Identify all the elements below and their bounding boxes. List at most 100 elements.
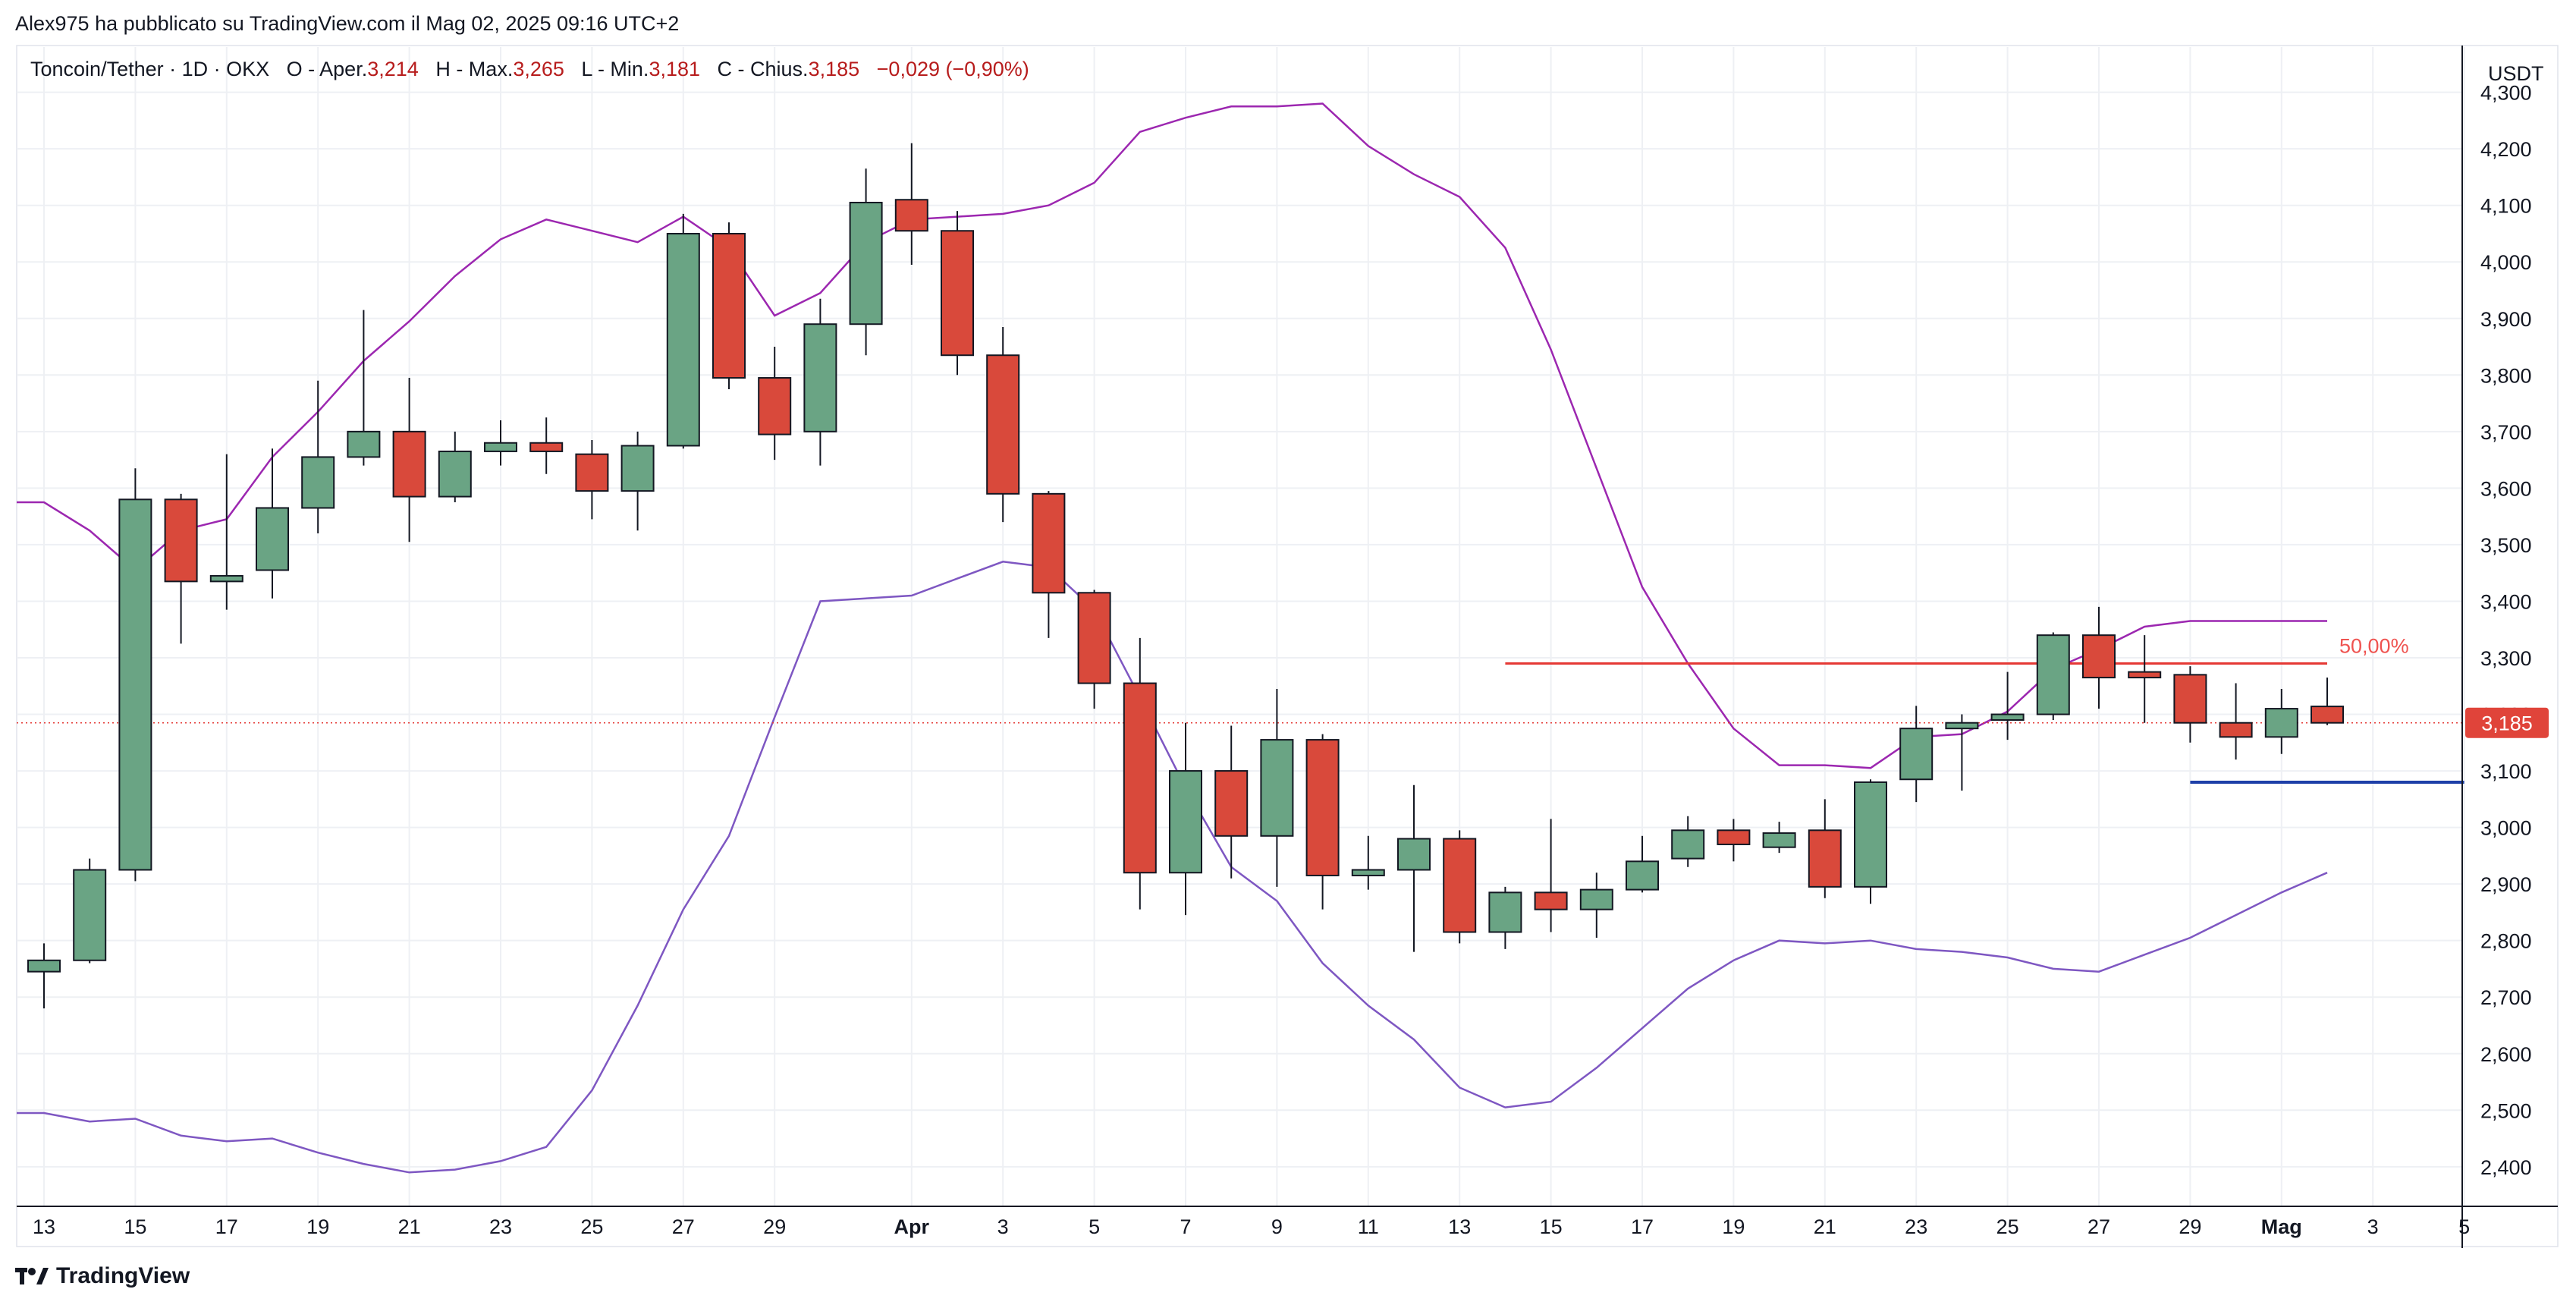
candle-body [164, 498, 198, 583]
candle [712, 222, 746, 389]
candle-body [2173, 674, 2207, 724]
candle [1260, 688, 1294, 887]
brand-name: TradingView [56, 1263, 190, 1288]
symbol-info[interactable]: Toncoin/Tether · 1D · OKX O - Aper.3,214… [30, 58, 1029, 81]
attribution-text: Alex975 ha pubblicato su TradingView.com… [15, 12, 680, 35]
candle-body [301, 456, 335, 509]
x-tick-label: 25 [1996, 1215, 2019, 1238]
candle [2128, 635, 2162, 723]
candle-body [620, 445, 655, 492]
currency-label: USDT [2488, 62, 2544, 85]
candle-body [118, 498, 152, 871]
candle-body [2264, 708, 2298, 738]
y-tick-label: 3,800 [2480, 364, 2532, 387]
candle [894, 143, 928, 265]
x-tick-label: 11 [1358, 1215, 1379, 1238]
y-tick-label: 3,900 [2480, 308, 2532, 331]
low-label: L - Min. [581, 58, 649, 80]
candle [209, 454, 243, 610]
x-tick-label: 5 [1089, 1215, 1100, 1238]
x-tick-label: 25 [580, 1215, 603, 1238]
candle [484, 420, 517, 466]
candle [1443, 830, 1477, 944]
candle [1351, 835, 1385, 890]
candle [2082, 606, 2116, 709]
candle-body [2036, 634, 2070, 715]
tradingview-logo-icon [15, 1268, 49, 1284]
y-tick-label: 2,400 [2480, 1156, 2532, 1179]
x-tick-label: 17 [1631, 1215, 1654, 1238]
x-tick-label: 3 [997, 1215, 1009, 1238]
candle-body [1854, 781, 1887, 888]
last-price-value: 3,185 [2481, 712, 2533, 735]
x-tick-label: 5 [2458, 1215, 2470, 1238]
open-label: O - Aper. [286, 58, 368, 80]
x-tick-label: 27 [672, 1215, 695, 1238]
x-tick-label: 19 [306, 1215, 329, 1238]
candle [1077, 590, 1111, 709]
chart-frame [16, 45, 2559, 1247]
grid [16, 45, 2559, 1247]
candle [1579, 873, 1613, 938]
candle [347, 310, 381, 466]
candle [529, 417, 564, 474]
candle [438, 431, 472, 503]
y-tick-label: 2,900 [2480, 873, 2532, 896]
candle [1717, 819, 1751, 862]
symbol-name[interactable]: Toncoin/Tether · 1D · OKX [30, 58, 270, 80]
candle-body [1899, 728, 1934, 781]
candle-body [2128, 671, 2162, 679]
candle [256, 448, 289, 599]
x-tick-label: 7 [1180, 1215, 1191, 1238]
candle [1671, 816, 1705, 867]
candle-body [1671, 829, 1705, 860]
y-tick-label: 2,700 [2480, 986, 2532, 1009]
candle [666, 213, 700, 449]
candle-body [1945, 722, 1979, 730]
candle-body [392, 430, 426, 498]
candle-body [1990, 713, 2025, 721]
x-tick-label: Apr [894, 1215, 930, 1238]
candle-body [529, 442, 564, 452]
x-tick-label: 17 [215, 1215, 238, 1238]
candle-body [2082, 634, 2116, 679]
candle-body [986, 354, 1020, 495]
bollinger-lower-line [17, 561, 2328, 1174]
candle [1123, 637, 1157, 910]
close-label: C - Chius. [717, 58, 809, 80]
fib-50-label: 50,00% [2339, 634, 2409, 657]
candle-body [27, 959, 61, 973]
candle-body [1443, 838, 1477, 933]
x-tick-label: 19 [1722, 1215, 1745, 1238]
y-tick-label: 3,100 [2480, 760, 2532, 783]
candle-body [209, 574, 243, 583]
candle-body [1397, 838, 1431, 871]
x-tick-label: 23 [1905, 1215, 1927, 1238]
candle-body [2219, 722, 2253, 738]
candle [1032, 491, 1066, 638]
candle-body [1032, 492, 1066, 594]
x-tick-label: 21 [1814, 1215, 1836, 1238]
candle-body [758, 377, 792, 435]
candle [1899, 706, 1934, 803]
bollinger-bands [17, 102, 2328, 1174]
candle-body [256, 507, 289, 571]
candle [941, 211, 974, 376]
x-tick-label: 9 [1271, 1215, 1283, 1238]
candle-body [1717, 829, 1751, 845]
candle [2173, 666, 2207, 743]
candle-body [1123, 682, 1157, 874]
candle [1990, 671, 2025, 740]
tradingview-brand[interactable]: TradingView [15, 1263, 190, 1289]
y-tick-label: 3,300 [2480, 647, 2532, 670]
x-tick-label: 13 [33, 1215, 55, 1238]
y-tick-label: 3,500 [2480, 534, 2532, 557]
candle [1808, 799, 1842, 898]
y-tick-label: 3,600 [2480, 477, 2532, 500]
candle-body [894, 199, 928, 232]
candles [27, 143, 2344, 1009]
candle [1169, 722, 1202, 916]
candle [1945, 714, 1979, 791]
annotation-lines[interactable]: 50,00% [17, 634, 2464, 784]
